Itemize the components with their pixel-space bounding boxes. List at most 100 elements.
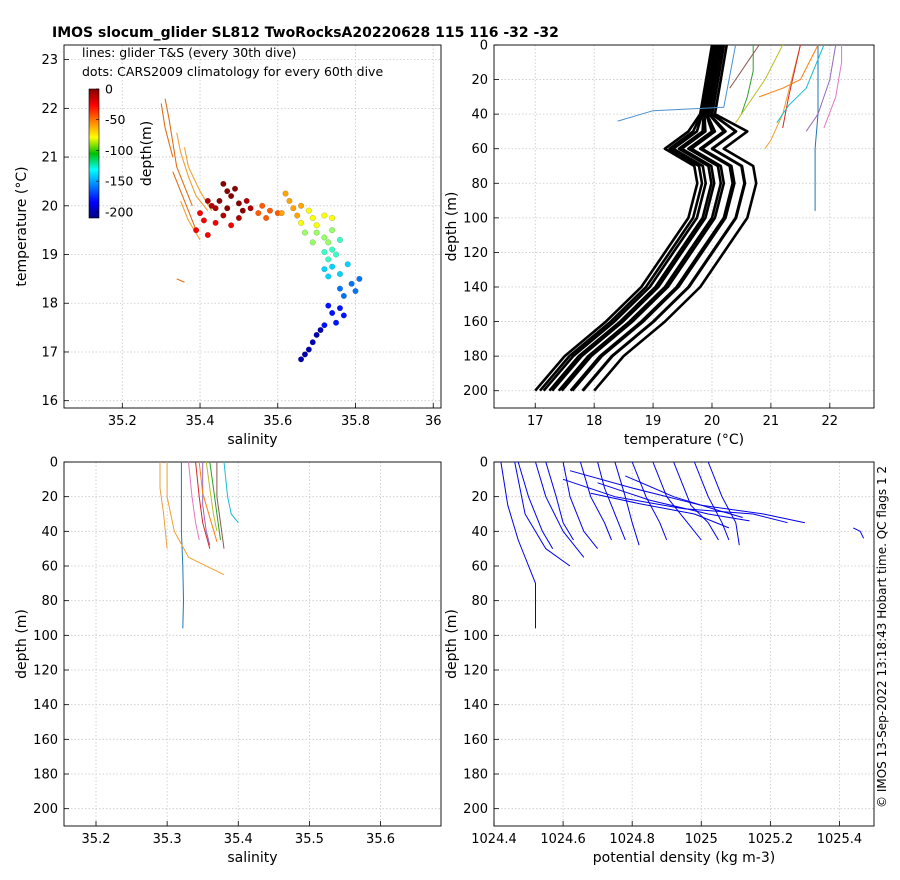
glider-salinity-profile (205, 461, 218, 532)
y-tick-label: 20 (471, 73, 488, 88)
climatology-dot (336, 271, 343, 278)
x-tick-label: 1025.4 (817, 832, 863, 847)
climatology-dot (290, 205, 297, 212)
glider-salinity-profile (180, 462, 184, 629)
colorbar-tick-label: -200 (105, 204, 133, 219)
colorbar-label: depth(m) (139, 121, 155, 186)
y-tick-label: 200 (463, 802, 488, 817)
x-tick-label: 35.5 (295, 832, 324, 847)
y-tick-label: 120 (463, 664, 488, 679)
climatology-dot (340, 292, 347, 299)
y-tick-label: 120 (33, 664, 58, 679)
climatology-dot (356, 275, 363, 282)
y-tick-label: 16 (41, 394, 58, 409)
x-tick-label: 21 (763, 414, 780, 429)
climatology-dot (298, 219, 305, 226)
climatology-dot (259, 202, 266, 209)
figure-title: IMOS slocum_glider SL812 TwoRocksA202206… (52, 25, 559, 41)
glider-salinity-profile (209, 461, 221, 541)
y-tick-label: 22 (41, 102, 58, 117)
climatology-dot (228, 193, 235, 200)
y-tick-label: 80 (41, 594, 58, 609)
x-tick-label: 1024.8 (609, 832, 655, 847)
glider-density-profile (707, 461, 740, 546)
climatology-dot (193, 227, 200, 234)
x-tick-label: 18 (586, 414, 603, 429)
climatology-dot (309, 239, 316, 246)
climatology-temperature-profile (542, 44, 716, 392)
climatology-dot (325, 239, 332, 246)
y-tick-label: 60 (471, 560, 488, 575)
climatology-dot (239, 207, 246, 214)
climatology-dot (243, 197, 250, 204)
glider-density-profile (597, 482, 750, 522)
y-tick-label: 160 (463, 315, 488, 330)
climatology-dot (282, 190, 289, 197)
glider-density-profile (673, 461, 719, 541)
glider-salinity-profile (195, 461, 211, 549)
y-axis-label: depth (m) (14, 609, 30, 679)
climatology-dot (329, 214, 336, 221)
glider-temperature-profile (735, 44, 784, 124)
glider-density-profile (597, 461, 626, 541)
glider-temperature-profile (764, 44, 801, 149)
climatology-dot (325, 273, 332, 280)
climatology-dot (301, 351, 308, 358)
ts-panel: 35.2 35.4 35.6 35.8 36 16 17 18 19 20 21 22 23 salini… (14, 44, 442, 448)
y-tick-label: 200 (33, 802, 58, 817)
climatology-dot (329, 227, 336, 234)
glider-density-profile (517, 461, 554, 549)
climatology-dot (329, 309, 336, 316)
climatology-temperature-profile (551, 44, 718, 392)
y-tick-label: 100 (463, 211, 488, 226)
glider-density-profile (500, 461, 536, 629)
x-axis-label: potential density (kg m-3) (593, 850, 775, 866)
y-tick-label: 60 (41, 560, 58, 575)
y-tick-label: 60 (471, 142, 488, 157)
glider-temperature-profile (823, 45, 843, 129)
climatology-dot (224, 205, 231, 212)
y-tick-label: 140 (463, 281, 488, 296)
climatology-dot (200, 217, 207, 224)
y-tick-label: 20 (41, 199, 58, 214)
climatology-dot (309, 214, 316, 221)
glider-density-profile (535, 461, 585, 558)
y-tick-label: 140 (463, 698, 488, 713)
climatology-dot (325, 302, 332, 309)
climatology-dot (232, 185, 239, 192)
climatology-dot (305, 207, 312, 214)
climatology-dot (317, 327, 324, 334)
y-tick-label: 180 (463, 350, 488, 365)
x-tick-label: 35.8 (341, 414, 370, 429)
climatology-dot (321, 266, 328, 273)
climatology-dot (286, 197, 293, 204)
y-tick-label: 20 (471, 490, 488, 505)
x-tick-label: 35.6 (263, 414, 292, 429)
glider-salinity-profile (223, 461, 239, 524)
glider-density-profile (562, 478, 788, 524)
climatology-dot (235, 200, 242, 207)
y-tick-label: 23 (41, 53, 58, 68)
climatology-dot (224, 188, 231, 195)
y-tick-label: 20 (41, 490, 58, 505)
climatology-dot (329, 246, 336, 253)
y-tick-label: 0 (480, 39, 488, 54)
climatology-temperature-profile (571, 44, 736, 392)
climatology-temperature-profile (582, 44, 747, 392)
y-axis-label: temperature (°C) (14, 166, 30, 286)
climatology-dot (204, 197, 211, 204)
glider-density-profile (579, 461, 612, 541)
climatology-dot (336, 236, 343, 243)
climatology-dot (321, 212, 328, 219)
glider-temperature-profile (814, 45, 819, 211)
climatology-dot (216, 197, 223, 204)
y-tick-label: 0 (480, 456, 488, 471)
x-tick-label: 35.3 (153, 832, 182, 847)
x-axis-label: salinity (227, 850, 277, 866)
climatology-dot (220, 212, 227, 219)
glider-salinity-profile (198, 461, 218, 542)
x-tick-label: 36 (425, 414, 442, 429)
y-tick-label: 40 (471, 108, 488, 123)
axes-box (493, 461, 875, 827)
